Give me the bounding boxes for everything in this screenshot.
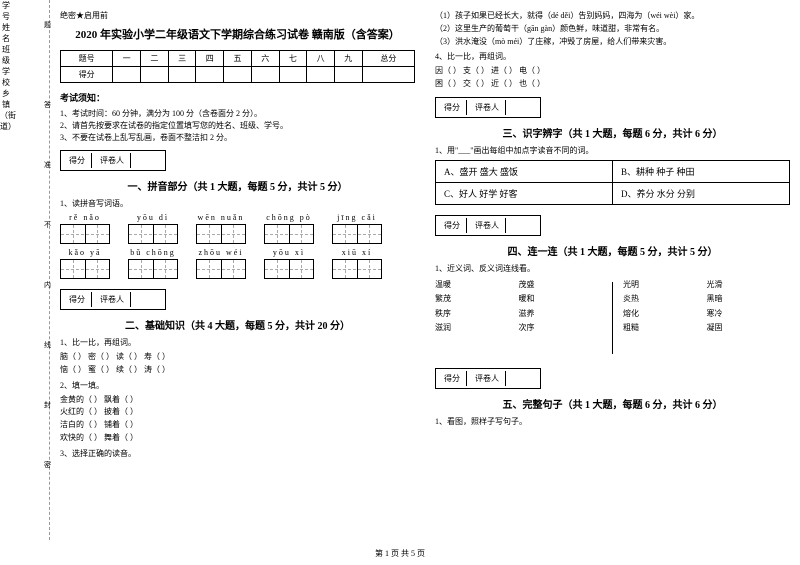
- notice-item: 2、请首先按要求在试卷的指定位置填写您的姓名、班级、学号。: [60, 120, 415, 132]
- page-footer: 第 1 页 共 5 页: [0, 548, 800, 559]
- secret-label: 绝密★启用前: [60, 10, 415, 21]
- question-text: 1、近义词、反义词连线看。: [435, 263, 790, 274]
- tianzige-row: [60, 259, 415, 279]
- scorer-box: 得分评卷人: [60, 289, 166, 310]
- bind-label: 乡镇（街道）: [0, 88, 12, 132]
- binding-margin: 学号 姓名 班级 学校 乡镇（街道） 题 答 准 不 内 线 封 密: [0, 0, 50, 540]
- fill-row: 金黄的（ ） 飘着（ ）: [60, 394, 415, 407]
- word-group-table: A、盛开 盛大 盛饭B、耕种 种子 种田 C、好人 好学 好客D、养分 水分 分…: [435, 160, 790, 205]
- question-text: 4、比一比，再组词。: [435, 51, 790, 62]
- pinyin-row: rě nǎoyōu dìwēn nuǎnchōng pòjīng cǎi: [60, 213, 415, 222]
- notice-item: 3、不要在试卷上乱写乱画，卷面不整洁扣 2 分。: [60, 132, 415, 144]
- section-heading: 五、完整句子（共 1 大题，每题 6 分，共计 6 分）: [435, 396, 790, 411]
- exam-title: 2020 年实验小学二年级语文下学期综合练习试卷 赣南版（含答案）: [60, 26, 415, 42]
- scorer-box: 得分评卷人: [435, 368, 541, 389]
- word-pair-row: 困（ ） 交（ ） 近（ ） 也（ ）: [435, 78, 790, 91]
- question-text: 3、选择正确的读音。: [60, 448, 415, 459]
- match-col: 温暖繁茂秩序滋润: [435, 278, 519, 354]
- match-col: 光滑黑暗寒冷凝固: [707, 278, 791, 354]
- match-columns: 温暖繁茂秩序滋润 茂盛暖和滋养次序 光明炎热熔化粗糙 光滑黑暗寒冷凝固: [435, 278, 790, 354]
- tianzige-row: [60, 224, 415, 244]
- mark: 封: [44, 400, 51, 410]
- section-heading: 一、拼音部分（共 1 大题，每题 5 分，共计 5 分）: [60, 178, 415, 193]
- question-text: 1、看图，照样子写句子。: [435, 416, 790, 427]
- mark: 准: [44, 160, 51, 170]
- table-row: C、好人 好学 好客D、养分 水分 分别: [436, 182, 790, 204]
- table-row: A、盛开 盛大 盛饭B、耕种 种子 种田: [436, 160, 790, 182]
- pinyin-row: kǎo yābǔ chōngzhōu wéiyōu xìxiū xí: [60, 248, 415, 257]
- question-text: 1、读拼音写词语。: [60, 198, 415, 209]
- mark: 题: [44, 20, 51, 30]
- word-pair-row: 恼（ ） 蜜（ ） 续（ ） 涛（ ）: [60, 364, 415, 377]
- fill-row: 火红的（ ） 披着（ ）: [60, 406, 415, 419]
- notice-heading: 考试须知：: [60, 91, 415, 104]
- match-col: 茂盛暖和滋养次序: [519, 278, 603, 354]
- score-table: 题号一二三四五六七八九总分 得分: [60, 50, 415, 83]
- question-text: 2、填一填。: [60, 380, 415, 391]
- mark: 内: [44, 280, 51, 290]
- question-text: 1、用"___"画出每组中加点字读音不同的词。: [435, 145, 790, 156]
- mark: 答: [44, 100, 51, 110]
- scorer-box: 得分评卷人: [435, 215, 541, 236]
- table-row: 得分: [61, 67, 415, 83]
- bind-label: 班级: [0, 44, 12, 66]
- scorer-box: 得分评卷人: [435, 97, 541, 118]
- word-pair-row: 脑（ ） 密（ ） 读（ ） 寿（ ）: [60, 351, 415, 364]
- mark: 密: [44, 460, 51, 470]
- table-row: 题号一二三四五六七八九总分: [61, 51, 415, 67]
- bind-label: 学号: [0, 0, 12, 22]
- bind-label: 姓名: [0, 22, 12, 44]
- word-pair-row: 因（ ） 支（ ） 进（ ） 电（ ）: [435, 65, 790, 78]
- question-text: 1、比一比，再组词。: [60, 337, 415, 348]
- section-heading: 三、识字辨字（共 1 大题，每题 6 分，共计 6 分）: [435, 125, 790, 140]
- sentence-row: （3）洪水淹没（mò méi）了庄稼，冲毁了房屋，给人们带来灾害。: [435, 36, 790, 49]
- match-col: 光明炎热熔化粗糙: [623, 278, 707, 354]
- divider: [612, 282, 613, 354]
- mark: 线: [44, 340, 51, 350]
- left-column: 绝密★启用前 2020 年实验小学二年级语文下学期综合练习试卷 赣南版（含答案）…: [60, 10, 415, 462]
- section-heading: 二、基础知识（共 4 大题，每题 5 分，共计 20 分）: [60, 317, 415, 332]
- notice-item: 1、考试时间：60 分钟，满分为 100 分（含卷面分 2 分）。: [60, 108, 415, 120]
- mark: 不: [44, 220, 51, 230]
- scorer-box: 得分评卷人: [60, 150, 166, 171]
- main-content: 绝密★启用前 2020 年实验小学二年级语文下学期综合练习试卷 赣南版（含答案）…: [60, 10, 790, 462]
- bind-label: 学校: [0, 66, 12, 88]
- fill-row: 欢快的（ ） 舞着（ ）: [60, 432, 415, 445]
- right-column: （1）孩子如果已经长大，就得（dé děi）告别妈妈，四海为（wéi wèi）家…: [435, 10, 790, 462]
- sentence-row: （2）这里生产的葡萄干（gān gàn）颜色鲜，味道甜，非常有名。: [435, 23, 790, 36]
- sentence-row: （1）孩子如果已经长大，就得（dé děi）告别妈妈，四海为（wéi wèi）家…: [435, 10, 790, 23]
- section-heading: 四、连一连（共 1 大题，每题 5 分，共计 5 分）: [435, 243, 790, 258]
- fill-row: 洁白的（ ） 铺着（ ）: [60, 419, 415, 432]
